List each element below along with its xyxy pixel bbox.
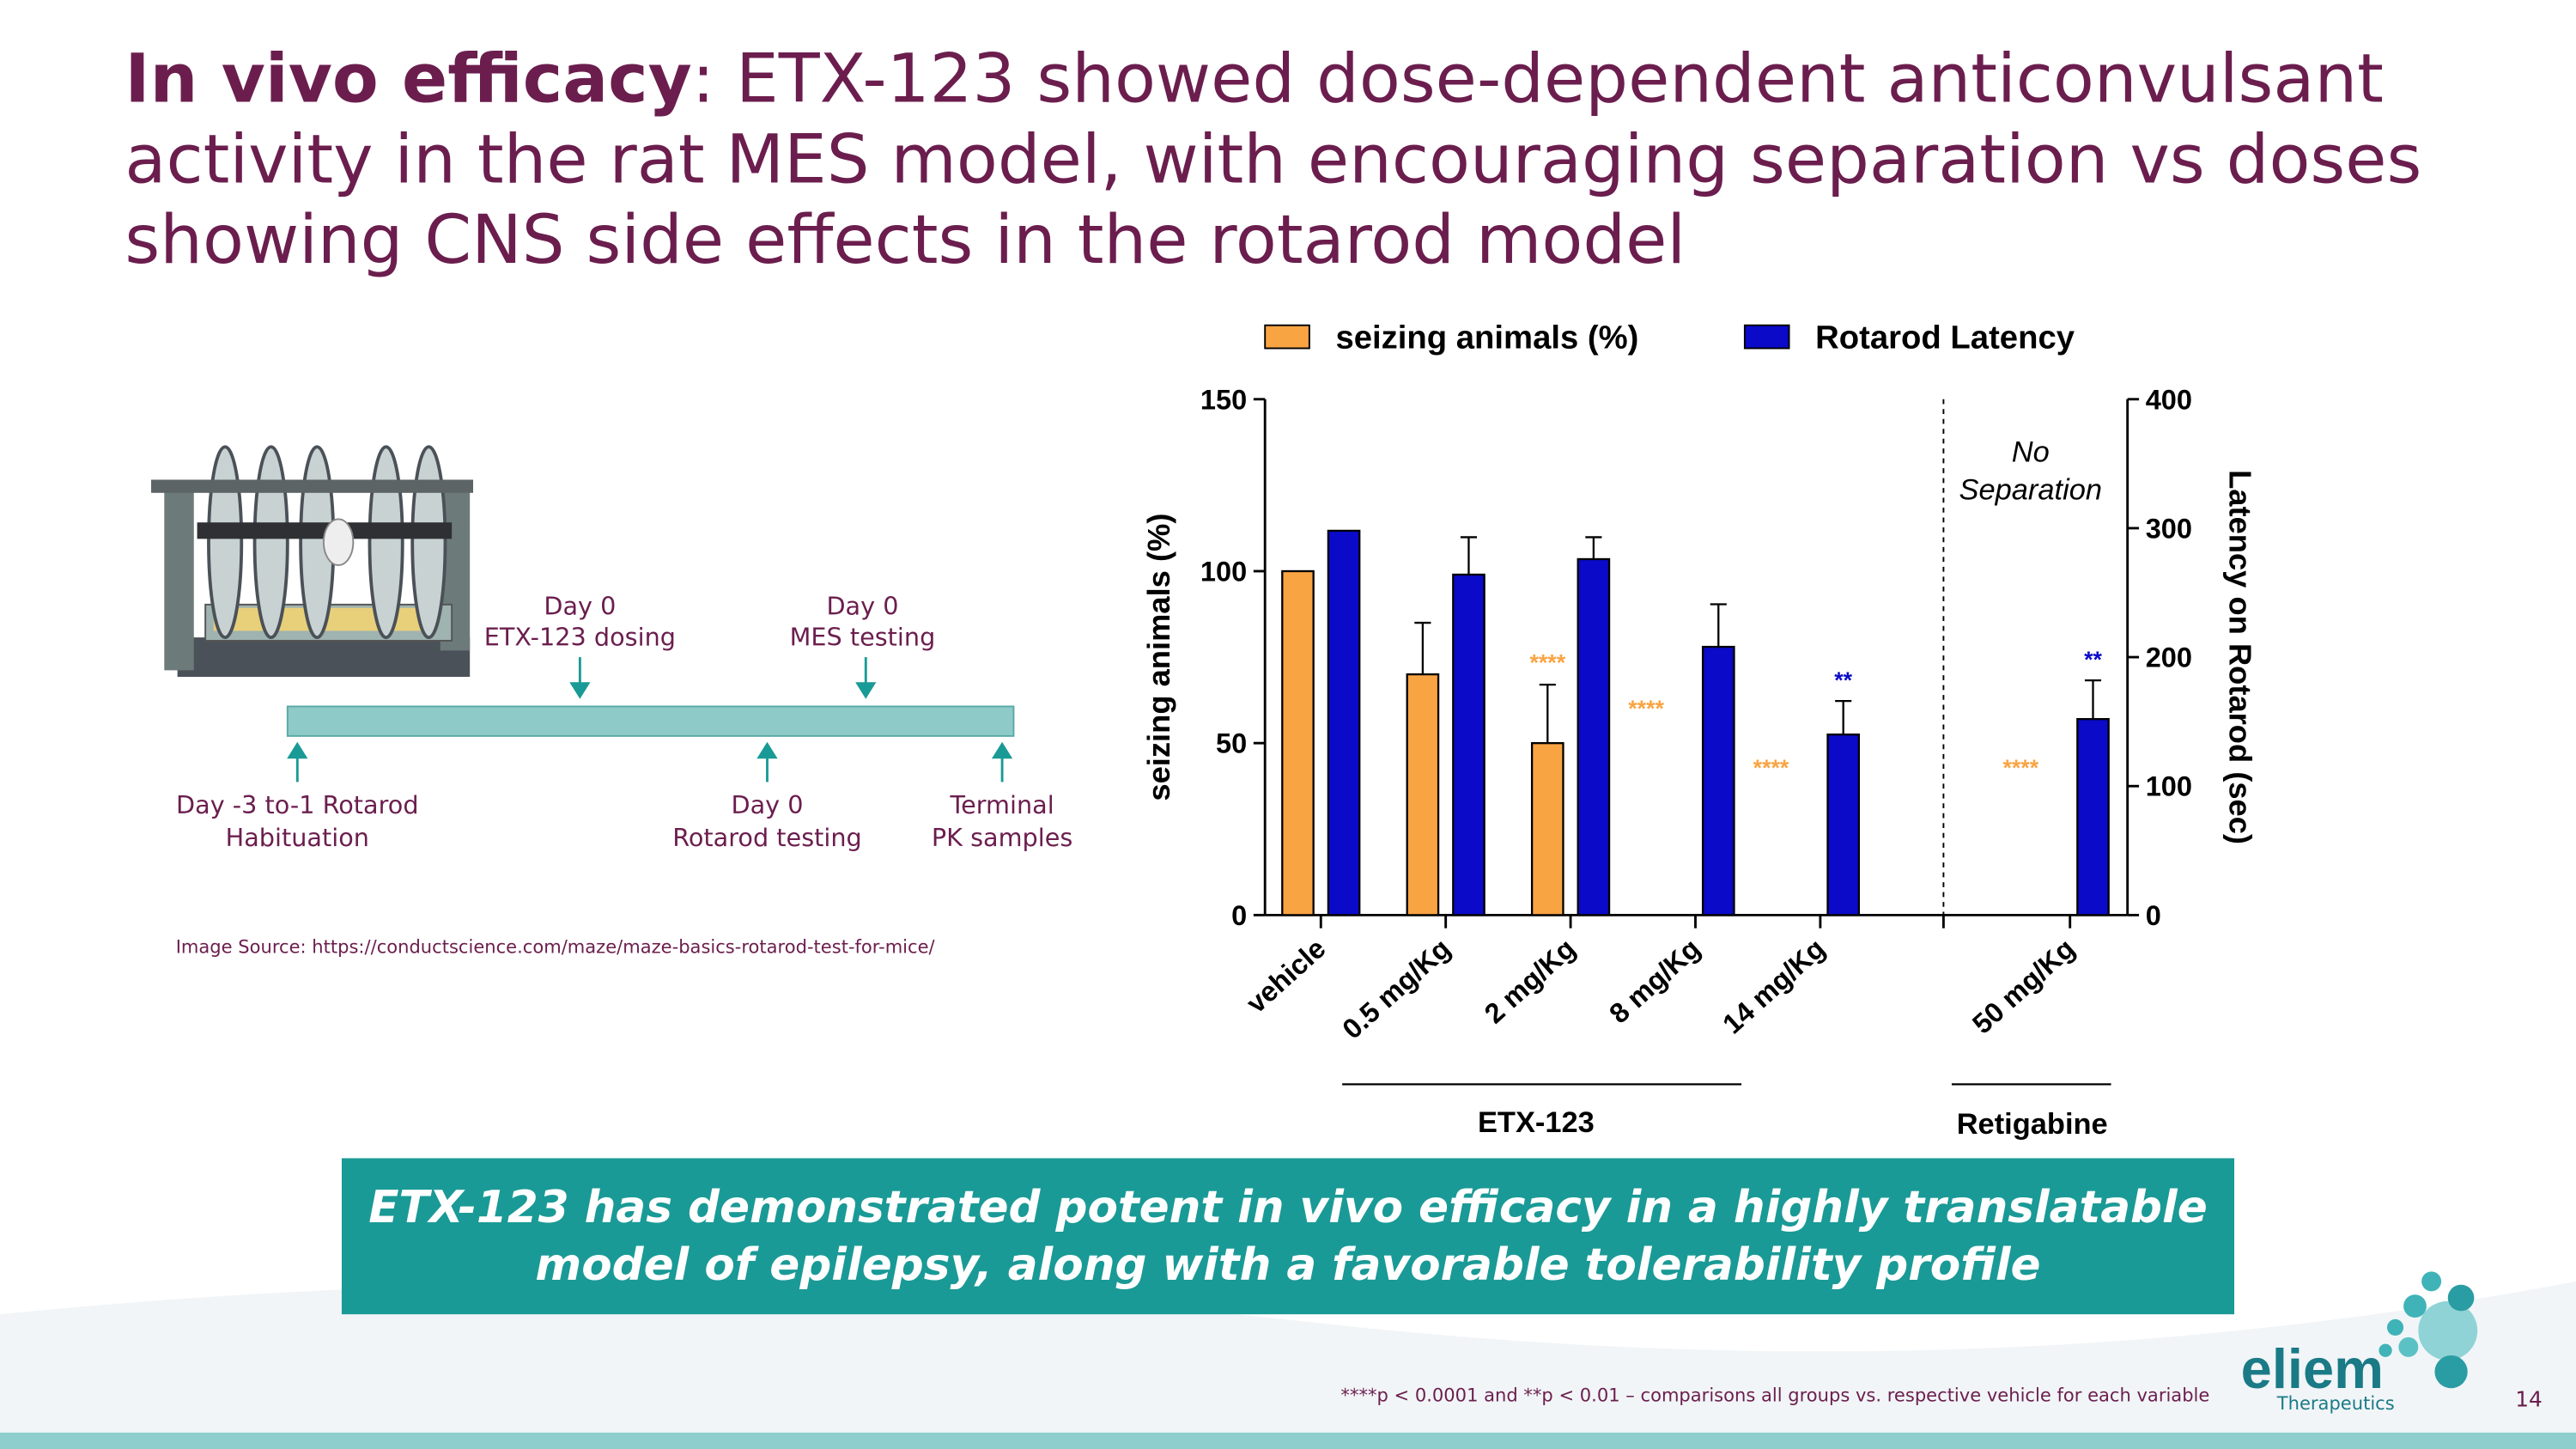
significance-label: **** [1753, 755, 1789, 781]
timeline-label: PK samples [932, 823, 1073, 852]
timeline-label: Day 0 [544, 591, 616, 620]
title-line: showing CNS side effects in the rotarod … [125, 201, 1686, 279]
timeline-label: ETX-123 dosing [484, 623, 676, 652]
significance-label: **** [1529, 649, 1565, 675]
group-label: Retigabine [1957, 1108, 2108, 1141]
bar [2076, 718, 2110, 916]
background-swoosh [0, 1281, 2576, 1433]
timeline-label: Day 0 [826, 591, 898, 620]
y2-tick-label: 300 [2146, 513, 2192, 544]
timeline-arrows [287, 657, 1013, 782]
bar [1530, 742, 1564, 916]
page-number: 14 [2515, 1386, 2543, 1411]
bar [1327, 529, 1361, 916]
callout-text: ETX-123 has demonstrated potent in vivo … [368, 1182, 2208, 1233]
y2-axis-title: Latency on Rotarod (sec) [2222, 470, 2257, 844]
title: In vivo efficacy: ETX-123 showed dose-de… [125, 40, 2443, 279]
y-tick-label: 150 [1200, 384, 1247, 415]
image-source: Image Source: https://conductscience.com… [176, 935, 936, 957]
legend-swatch [1264, 324, 1310, 350]
significance-label: **** [1628, 696, 1664, 721]
timeline-label: Terminal [949, 790, 1054, 819]
callout-text: model of epilepsy, along with a favorabl… [535, 1239, 2040, 1291]
y-axis-title: seizing animals (%) [1141, 514, 1176, 801]
group-label: ETX-123 [1478, 1106, 1595, 1139]
error-bar [1414, 621, 1431, 675]
significance-label: **** [2002, 755, 2038, 781]
error-bar [1539, 683, 1556, 744]
title-lead: In vivo efficacy [125, 40, 691, 119]
y2-tick-label: 200 [2146, 642, 2192, 673]
footnote: ****p < 0.0001 and **p < 0.01 – comparis… [1340, 1385, 2209, 1406]
y2-tick-label: 400 [2146, 384, 2192, 415]
bar [1281, 569, 1315, 916]
y2-tick-label: 0 [2146, 900, 2161, 931]
error-bar [1460, 536, 1478, 575]
bottom-strip [0, 1432, 2576, 1449]
y-tick-label: 50 [1216, 728, 1247, 759]
logo-name: eliem [2241, 1337, 2384, 1400]
logo-sub: Therapeutics [2276, 1392, 2395, 1414]
timeline-label: Day 0 [731, 790, 803, 819]
error-bar [1585, 536, 1602, 559]
bar [1452, 573, 1485, 916]
y-tick-label: 100 [1200, 556, 1247, 587]
legend-label: Rotarod Latency [1815, 319, 2075, 356]
bar [1577, 557, 1611, 916]
timeline-label: MES testing [790, 623, 936, 652]
y-tick-label: 0 [1231, 900, 1247, 931]
timeline-label: Habituation [226, 823, 369, 852]
error-bar [1710, 603, 1727, 648]
bar [1826, 734, 1861, 916]
timeline-label: Rotarod testing [672, 823, 862, 852]
error-bar [1835, 699, 1852, 735]
bar [1406, 673, 1440, 916]
callout-box [341, 1158, 2235, 1315]
annotation: Separation [1959, 473, 2103, 506]
y2-tick-label: 100 [2146, 771, 2192, 802]
timeline-label: Day -3 to-1 Rotarod [176, 790, 419, 819]
title-line: : ETX-123 showed dose-dependent anticonv… [692, 40, 2384, 119]
title-line: activity in the rat MES model, with enco… [125, 120, 2421, 198]
rotarod-illustration [151, 445, 474, 678]
annotation: No [2012, 435, 2050, 468]
timeline-bar [286, 705, 1015, 737]
bar [1701, 645, 1735, 916]
significance-label: ** [1834, 667, 1852, 693]
logo-mark [2379, 1271, 2478, 1389]
significance-label: ** [2084, 647, 2102, 673]
legend-label: seizing animals (%) [1335, 319, 1638, 356]
error-bar [2084, 679, 2102, 720]
legend-swatch [1743, 324, 1790, 350]
